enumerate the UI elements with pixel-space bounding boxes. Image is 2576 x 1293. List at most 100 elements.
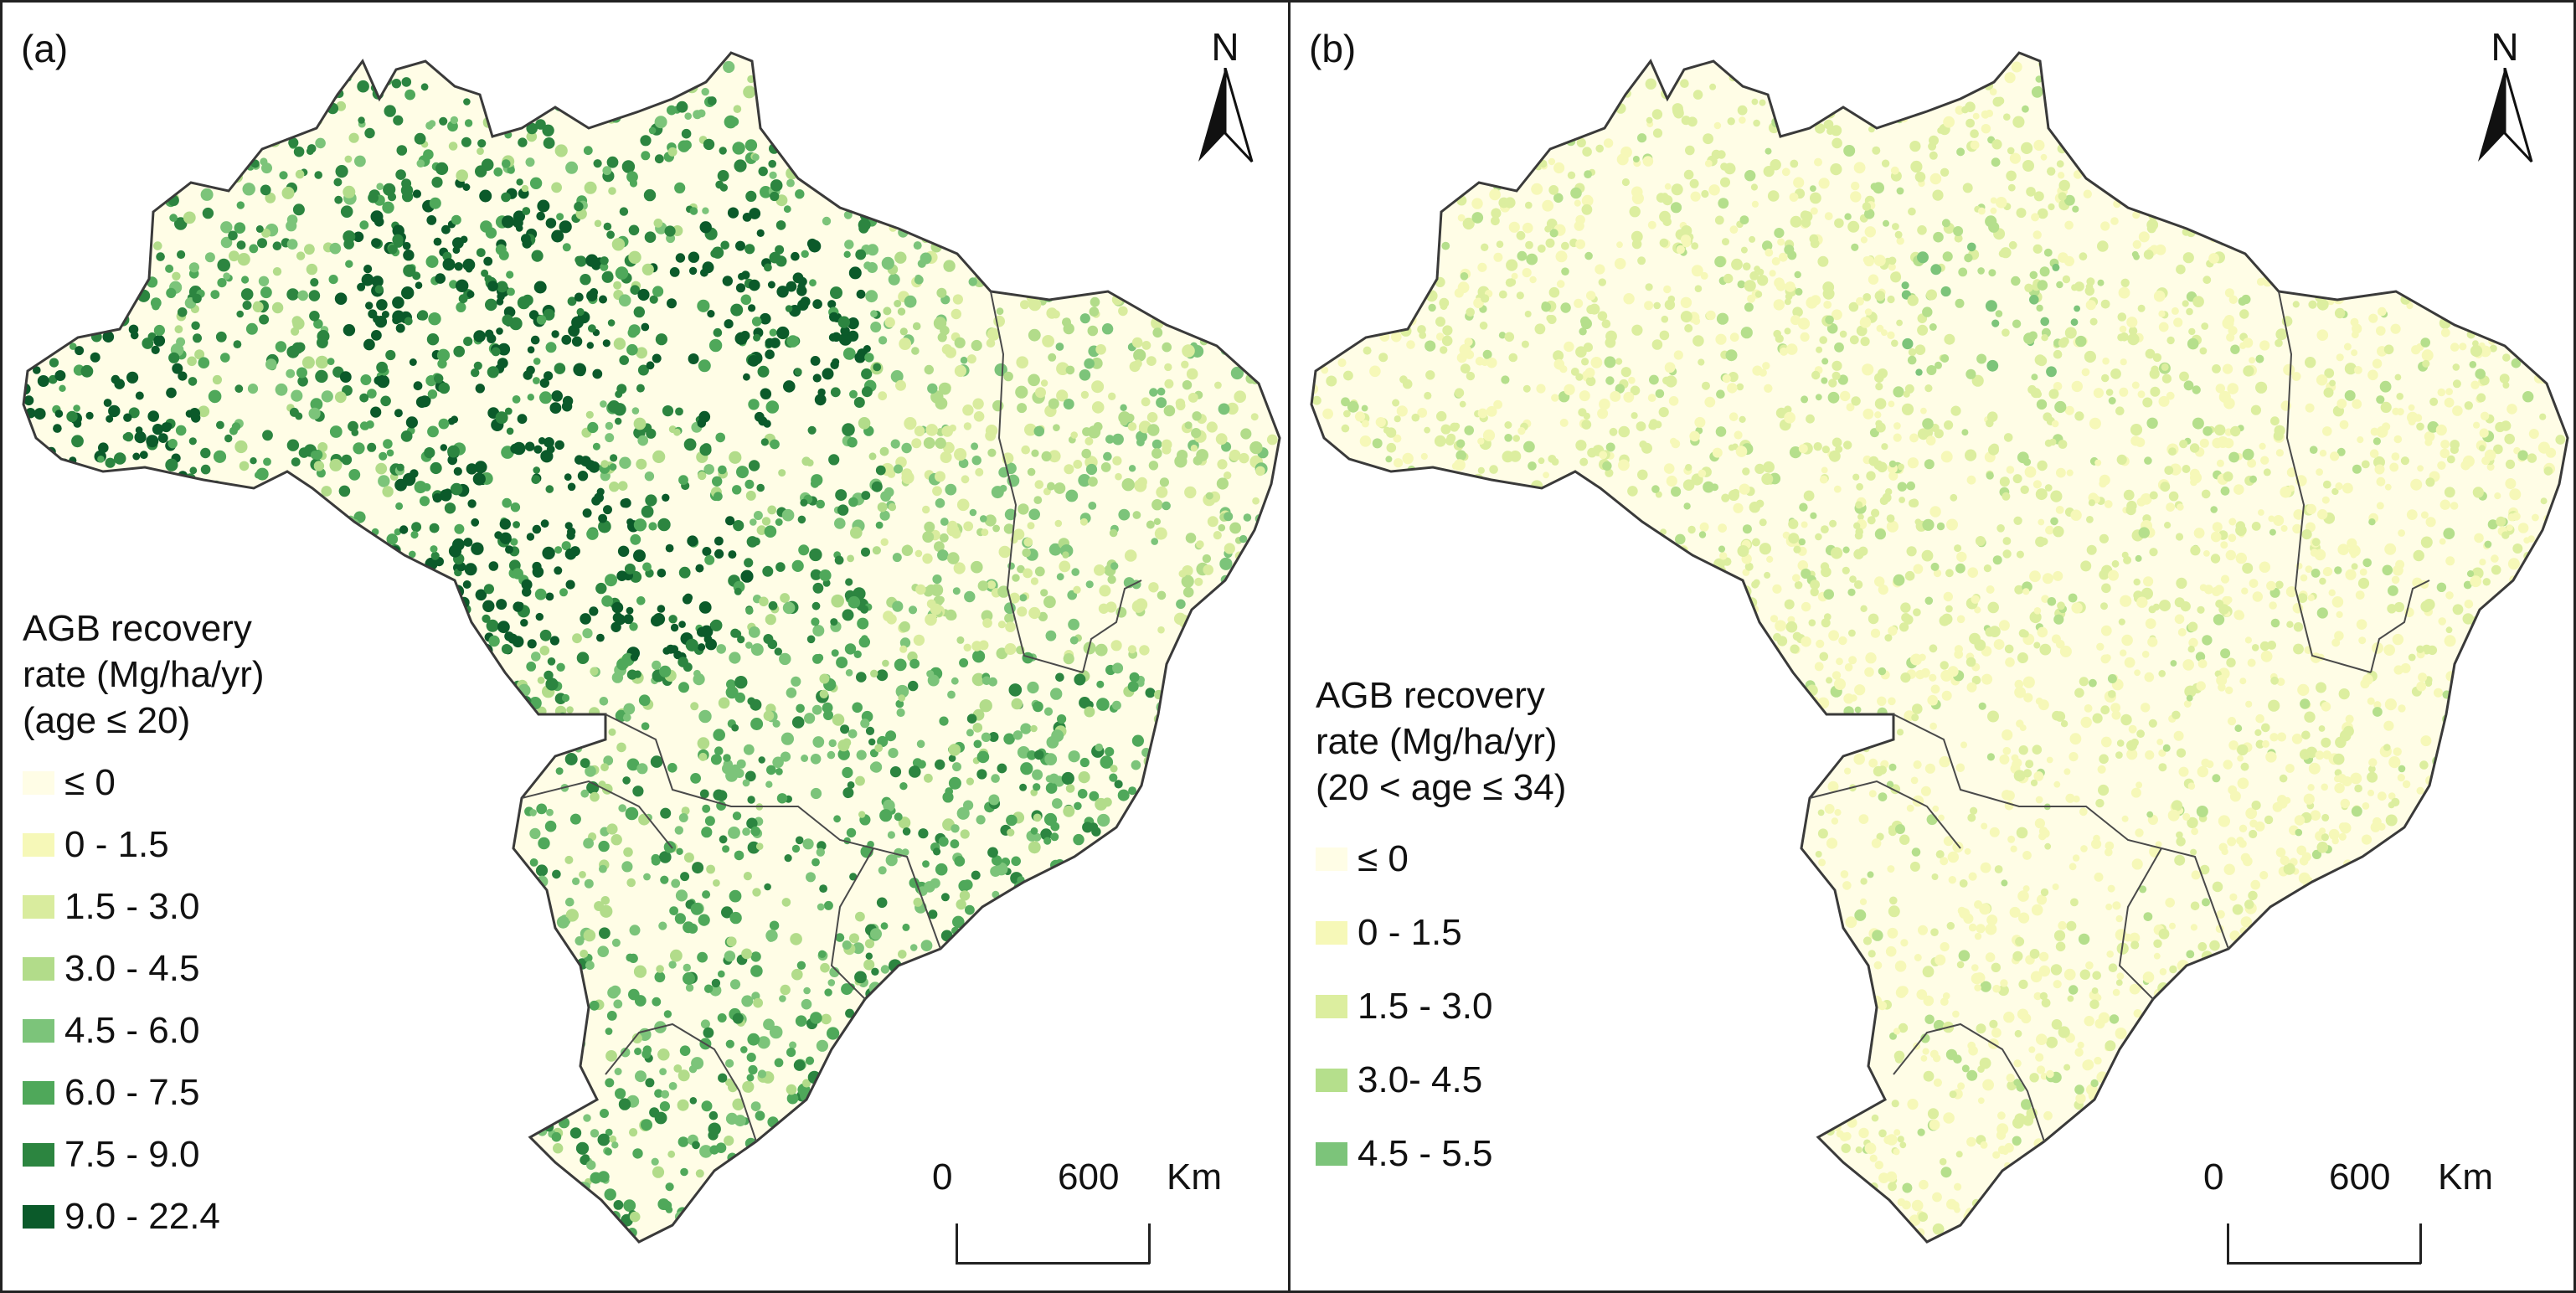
map-point bbox=[386, 834, 400, 847]
map-point bbox=[906, 222, 916, 231]
map-point bbox=[1056, 389, 1069, 402]
map-point bbox=[706, 1183, 719, 1196]
map-point bbox=[1119, 100, 1131, 114]
map-point bbox=[1049, 171, 1063, 183]
map-point bbox=[842, 171, 851, 180]
map-point bbox=[311, 829, 323, 842]
map-point bbox=[365, 1113, 377, 1125]
map-point bbox=[1088, 477, 1098, 487]
map-point bbox=[642, 562, 652, 572]
map-point bbox=[507, 166, 515, 174]
map-point bbox=[541, 992, 549, 1000]
map-point bbox=[1046, 736, 1059, 749]
map-point bbox=[294, 1029, 306, 1041]
map-point bbox=[188, 550, 202, 564]
map-point bbox=[567, 482, 576, 492]
map-point bbox=[199, 544, 211, 557]
map-point bbox=[892, 553, 902, 563]
map-point bbox=[579, 871, 586, 878]
map-point bbox=[632, 1148, 643, 1159]
map-point bbox=[28, 171, 38, 180]
map-point bbox=[598, 513, 607, 523]
map-point bbox=[623, 614, 634, 625]
map-point bbox=[426, 333, 440, 346]
map-point bbox=[1266, 434, 1278, 446]
map-point bbox=[842, 1060, 855, 1073]
map-point bbox=[374, 217, 384, 227]
map-point bbox=[257, 238, 267, 249]
map-point bbox=[863, 1210, 874, 1221]
map-point bbox=[1141, 820, 1152, 832]
map-point bbox=[314, 585, 322, 594]
map-point bbox=[456, 628, 467, 639]
map-point bbox=[629, 622, 638, 631]
map-point bbox=[760, 186, 772, 198]
map-point bbox=[224, 582, 238, 595]
map-point bbox=[1086, 1003, 1100, 1017]
map-point bbox=[424, 447, 435, 459]
map-point bbox=[971, 1135, 981, 1145]
map-point bbox=[870, 310, 878, 318]
map-point bbox=[1056, 275, 1064, 282]
map-point bbox=[1109, 773, 1118, 782]
map-point bbox=[585, 254, 599, 267]
map-point bbox=[404, 772, 415, 781]
map-point bbox=[713, 879, 720, 887]
map-point bbox=[381, 1059, 393, 1069]
map-point bbox=[956, 636, 965, 644]
map-point bbox=[589, 1000, 600, 1011]
map-point bbox=[919, 1012, 928, 1021]
map-point bbox=[1105, 855, 1114, 863]
map-point bbox=[51, 519, 63, 531]
map-point bbox=[256, 116, 270, 128]
map-point bbox=[1255, 562, 1268, 574]
map-point bbox=[1198, 926, 1206, 935]
map-point bbox=[963, 800, 974, 811]
map-point bbox=[1215, 433, 1228, 446]
map-point bbox=[527, 976, 535, 984]
map-point bbox=[494, 1230, 504, 1240]
map-point bbox=[1057, 714, 1067, 724]
map-point bbox=[1196, 813, 1205, 823]
map-point bbox=[791, 119, 803, 131]
map-point bbox=[77, 316, 85, 325]
map-point bbox=[352, 757, 365, 770]
map-point bbox=[535, 612, 544, 621]
map-point bbox=[181, 57, 193, 70]
map-point bbox=[613, 999, 623, 1009]
map-point bbox=[495, 996, 503, 1004]
map-point bbox=[327, 584, 338, 595]
map-point bbox=[1030, 827, 1038, 835]
map-point bbox=[456, 301, 466, 312]
map-point bbox=[913, 241, 922, 250]
map-point bbox=[1196, 540, 1204, 549]
map-point bbox=[1203, 193, 1213, 203]
map-point bbox=[447, 1236, 458, 1242]
map-point bbox=[296, 660, 307, 672]
map-point bbox=[348, 132, 359, 143]
map-point bbox=[1161, 439, 1172, 451]
map-point bbox=[583, 929, 596, 942]
map-point bbox=[1000, 164, 1007, 173]
map-point bbox=[281, 794, 289, 802]
map-point bbox=[754, 411, 765, 422]
map-point bbox=[1075, 183, 1089, 196]
map-point bbox=[291, 389, 303, 402]
map-point bbox=[849, 933, 859, 944]
map-point bbox=[444, 749, 452, 757]
map-point bbox=[1046, 183, 1057, 193]
map-point bbox=[840, 1174, 853, 1187]
map-point bbox=[594, 60, 603, 70]
map-point bbox=[845, 1008, 855, 1018]
map-point bbox=[915, 1213, 925, 1223]
map-point bbox=[807, 425, 817, 435]
map-point bbox=[131, 559, 141, 569]
map-point bbox=[1132, 511, 1141, 519]
map-point bbox=[902, 827, 911, 836]
map-point bbox=[787, 1198, 799, 1208]
map-point bbox=[290, 730, 302, 743]
map-point bbox=[345, 260, 353, 268]
map-point bbox=[971, 339, 982, 352]
map-point bbox=[219, 141, 231, 152]
map-point bbox=[902, 1120, 913, 1131]
